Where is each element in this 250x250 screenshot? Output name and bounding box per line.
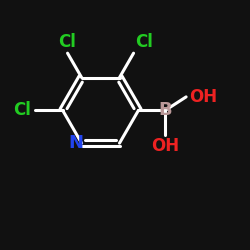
- Text: OH: OH: [151, 137, 180, 155]
- Text: Cl: Cl: [13, 101, 31, 119]
- Text: N: N: [69, 134, 84, 152]
- Text: B: B: [158, 101, 172, 119]
- Text: Cl: Cl: [135, 33, 153, 51]
- Text: Cl: Cl: [58, 33, 76, 51]
- Text: OH: OH: [189, 88, 217, 106]
